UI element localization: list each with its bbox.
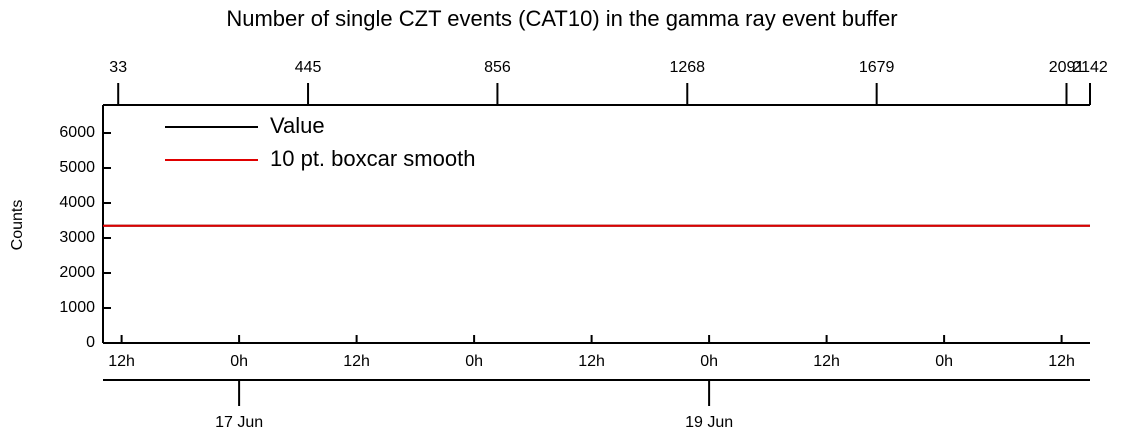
top-tick-label: 2091 (1049, 59, 1085, 76)
y-tick-label: 5000 (59, 159, 95, 176)
x-tick-label: 0h (465, 353, 483, 370)
legend-label: Value (270, 113, 325, 138)
y-tick-label: 0 (86, 334, 95, 351)
chart-title: Number of single CZT events (CAT10) in t… (226, 6, 897, 31)
x-tick-label: 12h (343, 353, 370, 370)
y-tick-label: 6000 (59, 124, 95, 141)
y-axis-label: Counts (9, 200, 26, 251)
top-tick-label: 1679 (859, 59, 895, 76)
x-tick-label: 12h (108, 353, 135, 370)
top-tick-label: 445 (295, 59, 322, 76)
x-tick-label: 12h (578, 353, 605, 370)
x-tick-label: 0h (935, 353, 953, 370)
legend-label: 10 pt. boxcar smooth (270, 146, 475, 171)
y-tick-label: 3000 (59, 229, 95, 246)
top-tick-label: 33 (109, 59, 127, 76)
x-tick-label: 0h (700, 353, 718, 370)
y-tick-label: 4000 (59, 194, 95, 211)
date-tick-label: 17 Jun (215, 414, 263, 431)
x-tick-label: 0h (230, 353, 248, 370)
top-tick-label: 856 (484, 59, 511, 76)
y-tick-label: 1000 (59, 299, 95, 316)
date-tick-label: 19 Jun (685, 414, 733, 431)
x-tick-label: 12h (813, 353, 840, 370)
top-tick-label: 2142 (1072, 59, 1108, 76)
y-tick-label: 2000 (59, 264, 95, 281)
top-tick-label: 1268 (669, 59, 705, 76)
x-tick-label: 12h (1048, 353, 1075, 370)
